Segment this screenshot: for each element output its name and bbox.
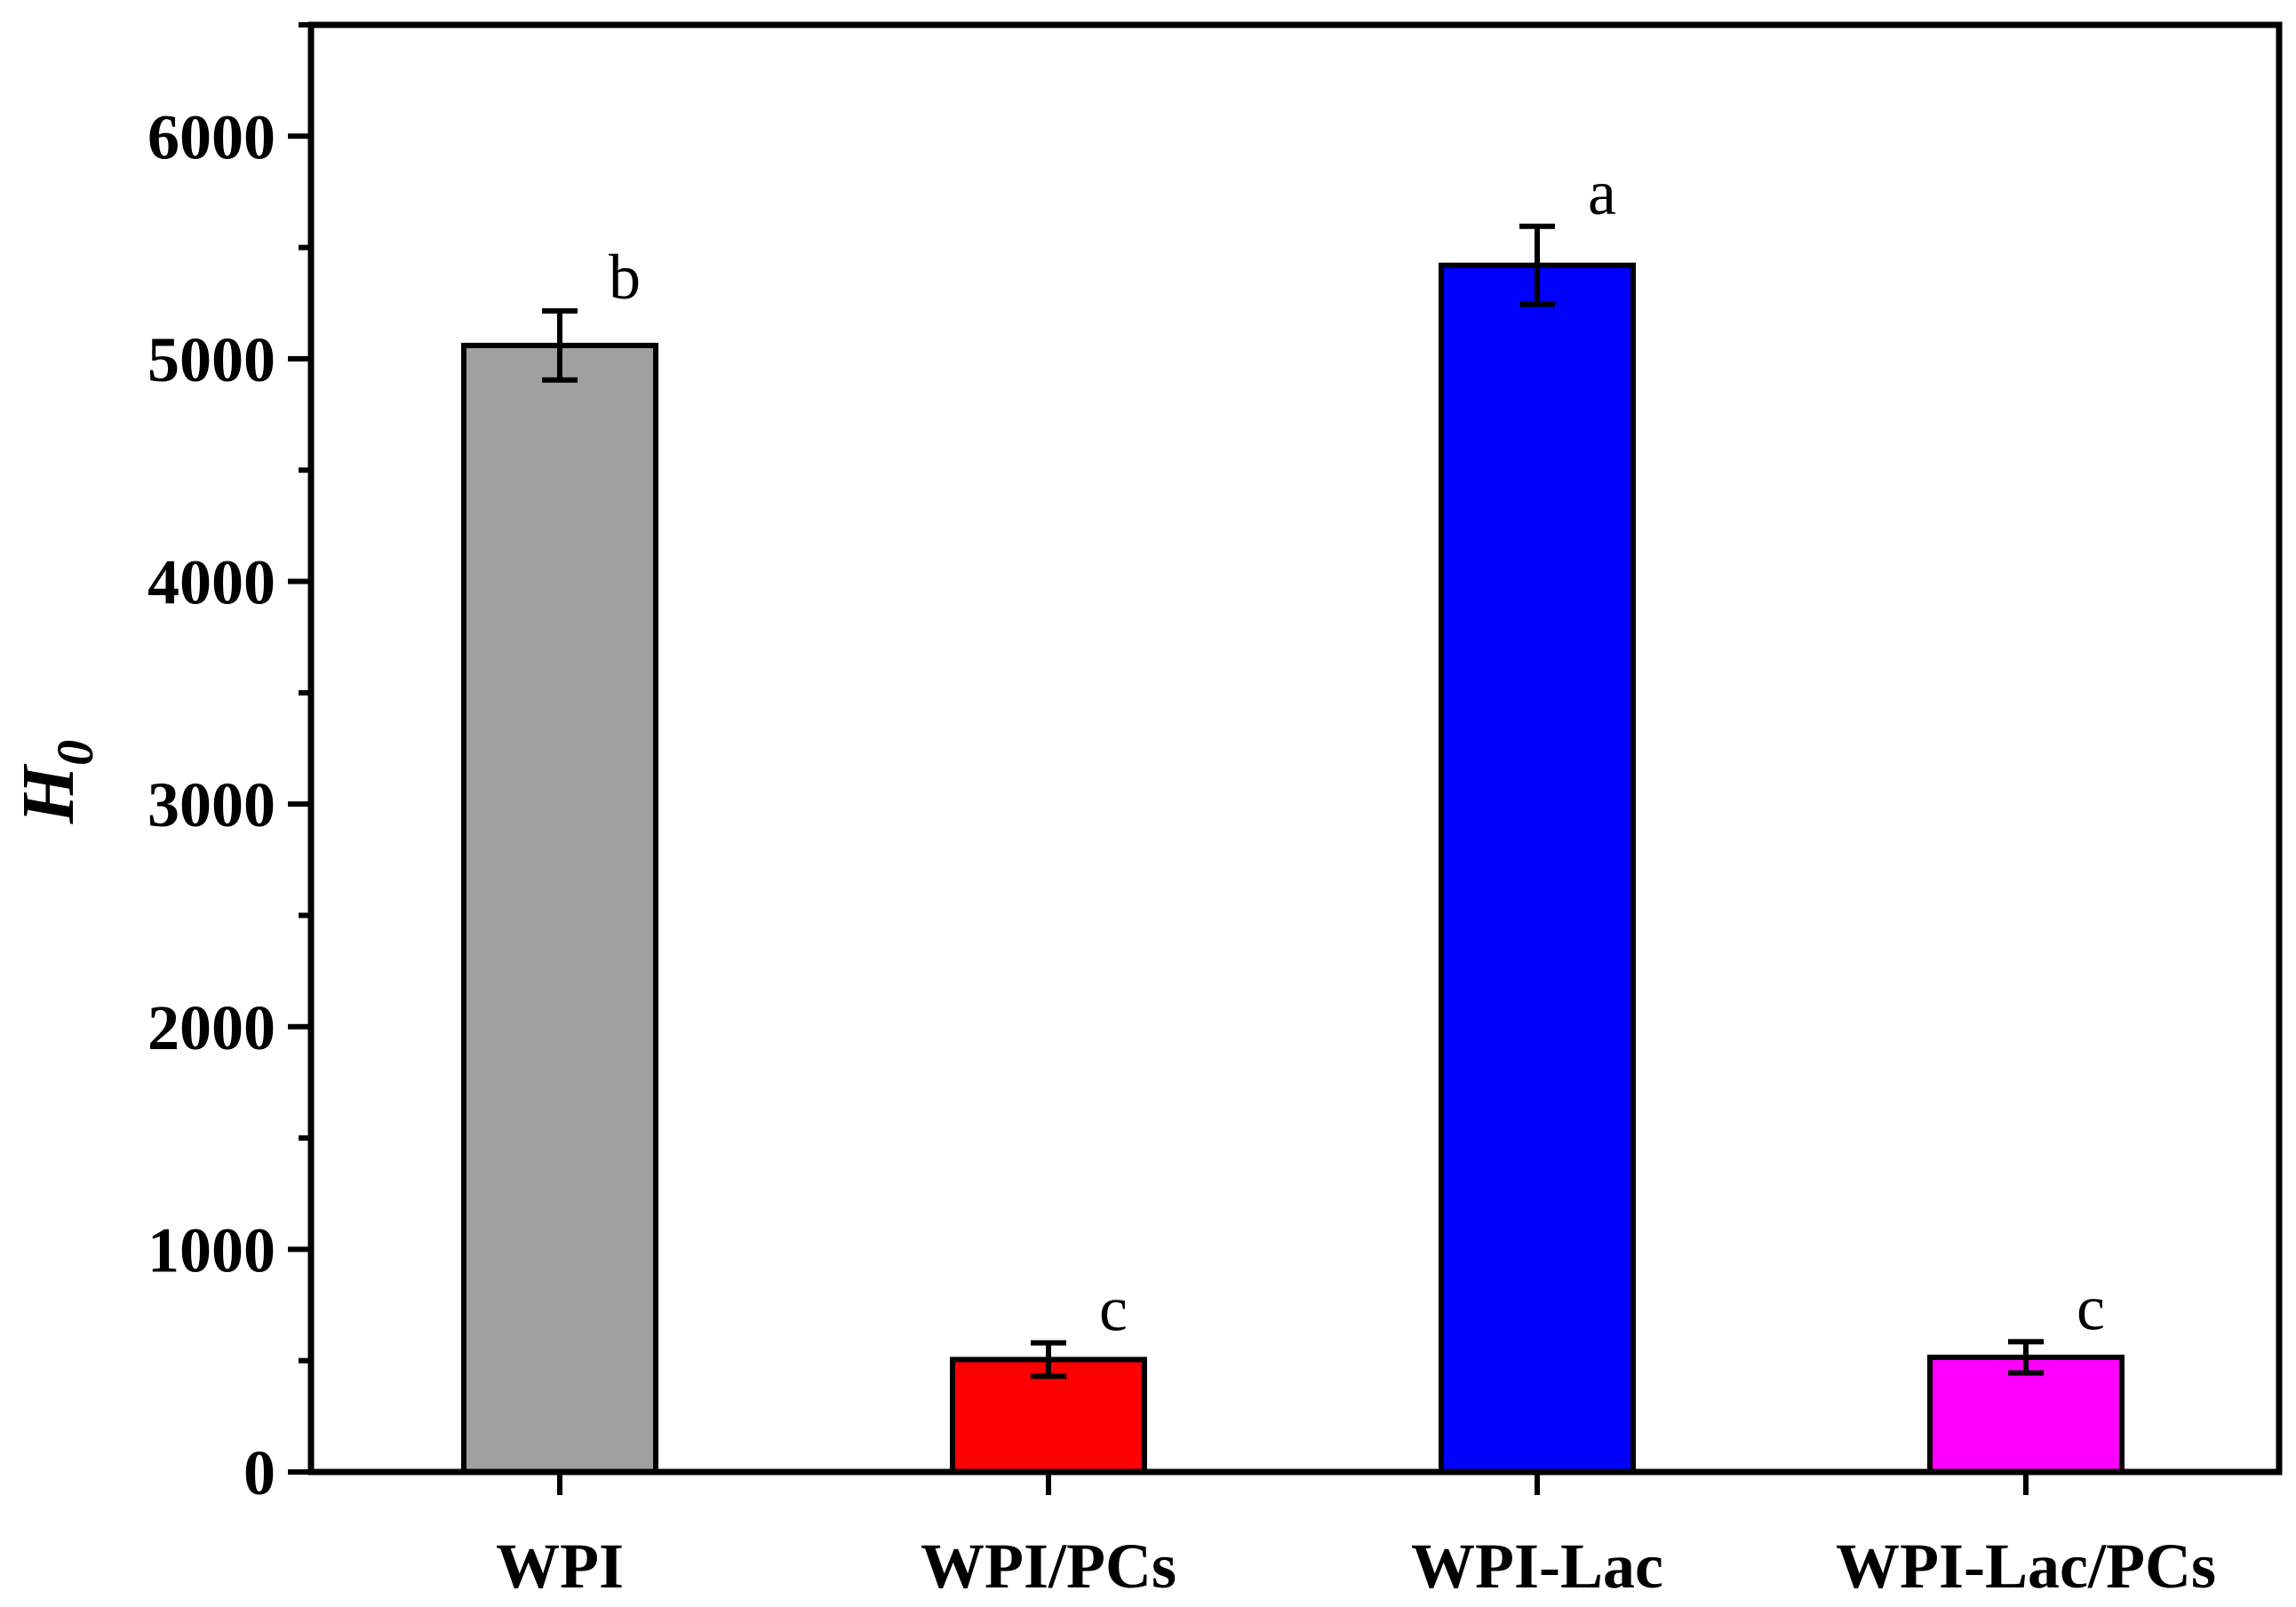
significance-label-0: b [609, 242, 641, 313]
y-axis-title-main: H [7, 763, 90, 824]
significance-labels: b c a c [609, 157, 2105, 1345]
y-axis-title-subscript: 0 [46, 740, 104, 766]
plot-frame [307, 21, 2283, 1476]
x-tick-label: WPI/PCs [921, 1531, 1176, 1602]
y-tick-label: 5000 [147, 324, 275, 395]
y-axis-title: H0 [7, 740, 104, 824]
significance-label-3: c [2077, 1272, 2105, 1343]
significance-label-2: a [1588, 157, 1616, 228]
significance-label-1: c [1099, 1274, 1128, 1345]
x-tick-label: WPI [496, 1531, 624, 1602]
y-tick-label: 6000 [147, 101, 275, 172]
y-tick-label: 2000 [147, 992, 275, 1063]
y-tick-label: 4000 [147, 547, 275, 618]
error-bars [542, 223, 2044, 1380]
x-tick-label: WPI-Lac/PCs [1836, 1531, 2216, 1602]
y-tick-label: 3000 [147, 769, 275, 840]
y-axis: 0 1000 2000 3000 4000 5000 6000 [147, 22, 311, 1508]
bar-0 [461, 342, 658, 1476]
y-tick-label: 1000 [147, 1214, 275, 1285]
y-tick-label: 0 [243, 1437, 275, 1508]
bars [461, 262, 2125, 1476]
x-tick-label: WPI-Lac [1411, 1531, 1663, 1602]
bar-2 [1439, 262, 1636, 1475]
x-axis: WPI WPI/PCs WPI-Lac WPI-Lac/PCs [496, 1472, 2216, 1602]
